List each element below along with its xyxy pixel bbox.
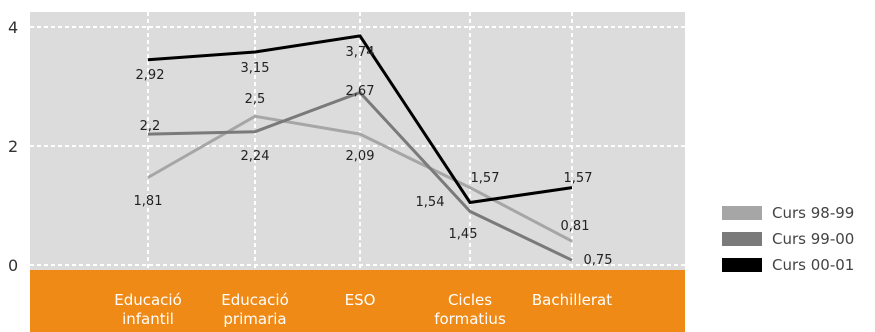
data-label: 1,81 — [134, 194, 163, 209]
data-label: 3,74 — [346, 45, 375, 60]
legend: Curs 98-99 Curs 99-00 Curs 00-01 — [722, 200, 854, 278]
x-tick-label: Bachillerat — [532, 291, 612, 309]
x-tick-label: ESO — [345, 291, 376, 309]
legend-item-curs-00-01: Curs 00-01 — [722, 252, 854, 278]
data-label: 0,81 — [561, 219, 590, 234]
y-tick-label: 0 — [8, 256, 18, 275]
x-tick-label: Educació primaria — [221, 291, 289, 328]
legend-item-curs-99-00: Curs 99-00 — [722, 226, 854, 252]
y-tick-label: 4 — [8, 18, 18, 37]
legend-swatch — [722, 258, 762, 272]
series-line-curs-00-01 — [147, 34, 573, 205]
series-line-curs-99-00 — [147, 90, 573, 262]
data-label: 1,54 — [416, 195, 445, 210]
data-label: 2,92 — [136, 68, 165, 83]
data-label: 1,57 — [471, 171, 500, 186]
legend-swatch — [722, 232, 762, 246]
x-tick-label: Cicles formatius — [434, 291, 506, 328]
data-label: 2,2 — [140, 119, 161, 134]
data-label: 2,24 — [241, 149, 270, 164]
data-label: 2,5 — [245, 92, 266, 107]
x-tick-label: Educació infantil — [114, 291, 182, 328]
data-label: 2,67 — [346, 84, 375, 99]
data-label: 3,15 — [241, 61, 270, 76]
x-axis-band — [30, 270, 685, 332]
plot-area — [30, 12, 685, 270]
legend-item-curs-98-99: Curs 98-99 — [722, 200, 854, 226]
data-label: 1,57 — [564, 171, 593, 186]
legend-label: Curs 98-99 — [772, 204, 855, 222]
legend-label: Curs 00-01 — [772, 256, 855, 274]
y-tick-label: 2 — [8, 137, 18, 156]
data-label: 0,75 — [584, 253, 613, 268]
data-label: 2,09 — [346, 149, 375, 164]
series-line-curs-98-99 — [147, 114, 573, 243]
legend-swatch — [722, 206, 762, 220]
legend-label: Curs 99-00 — [772, 230, 855, 248]
data-label: 1,45 — [449, 227, 478, 242]
